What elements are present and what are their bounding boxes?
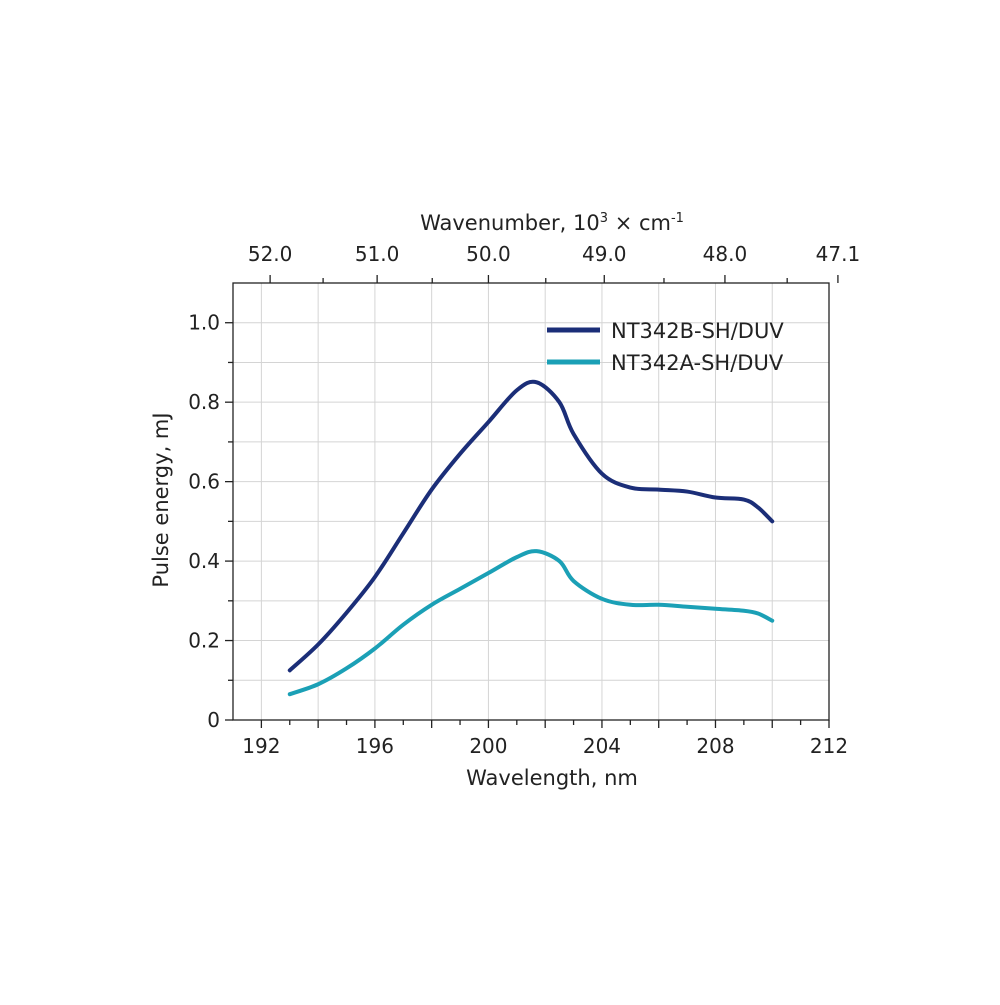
- top-tick-label: 50.0: [466, 242, 511, 266]
- series-lines: [287, 379, 775, 697]
- y-tick-label: 0.8: [188, 390, 220, 414]
- y-tick-label: 0: [207, 708, 220, 732]
- grid: [233, 283, 830, 720]
- x-tick-label: 212: [810, 734, 848, 758]
- top-tick-label: 49.0: [582, 242, 627, 266]
- series-line: [287, 549, 775, 697]
- y-tick-label: 0.6: [188, 470, 220, 494]
- x-tick-label: 192: [242, 734, 280, 758]
- top-axis-label: Wavenumber, 103 × cm-1: [420, 211, 684, 235]
- legend: NT342B-SH/DUV NT342A-SH/DUV: [547, 319, 784, 375]
- top-tick-label: 48.0: [703, 242, 748, 266]
- x-tick-label: 208: [696, 734, 734, 758]
- x-tick-label: 200: [469, 734, 507, 758]
- x-axis-label: Wavelength, nm: [466, 766, 638, 790]
- axes: 192 196 200 204 208 212 0 0.2 0.4 0.6 0.8 1.0 52.0 51…: [188, 242, 860, 758]
- x-tick-label: 196: [356, 734, 394, 758]
- top-tick-label: 47.1: [816, 242, 861, 266]
- legend-label: NT342B-SH/DUV: [611, 319, 784, 343]
- y-tick-label: 1.0: [188, 311, 220, 335]
- legend-label: NT342A-SH/DUV: [611, 351, 784, 375]
- y-axis-label: Pulse energy, mJ: [149, 412, 173, 587]
- top-tick-label: 52.0: [248, 242, 293, 266]
- plot-frame: [232, 282, 830, 721]
- y-tick-label: 0.4: [188, 549, 220, 573]
- top-tick-label: 51.0: [355, 242, 400, 266]
- series-line: [287, 379, 775, 673]
- y-tick-label: 0.2: [188, 629, 220, 653]
- x-tick-label: 204: [583, 734, 621, 758]
